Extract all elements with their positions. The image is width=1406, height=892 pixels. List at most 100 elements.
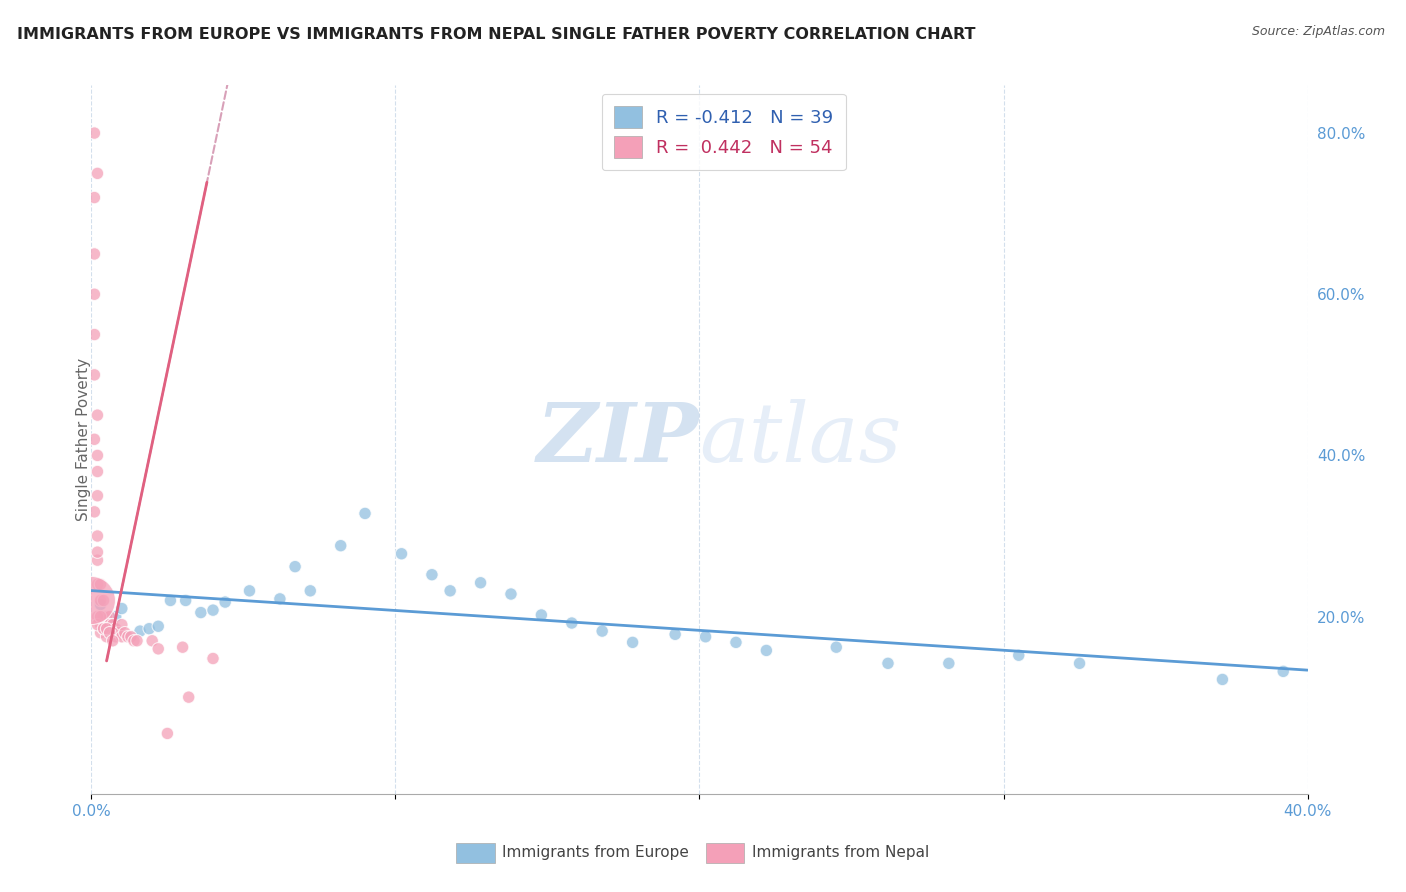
Point [1272, 665, 1295, 679]
Point [499, 587, 522, 601]
Point [86, 545, 108, 559]
Text: ZIP: ZIP [537, 400, 699, 479]
Point [125, 633, 148, 648]
Point [877, 657, 900, 671]
Point [98, 614, 121, 628]
Point [83, 433, 105, 447]
Point [83, 368, 105, 382]
Point [120, 630, 142, 644]
Point [354, 507, 377, 521]
Point [86, 553, 108, 567]
Point [89, 593, 111, 607]
Point [755, 643, 778, 657]
Point [86, 408, 108, 422]
Point [138, 622, 160, 636]
Point [96, 622, 118, 636]
Point [214, 595, 236, 609]
Point [93, 609, 115, 624]
Point [89, 577, 111, 591]
Point [98, 617, 121, 632]
Text: IMMIGRANTS FROM EUROPE VS IMMIGRANTS FROM NEPAL SINGLE FATHER POVERTY CORRELATIO: IMMIGRANTS FROM EUROPE VS IMMIGRANTS FRO… [17, 27, 976, 42]
Point [561, 615, 583, 630]
Point [107, 625, 129, 640]
Point [86, 489, 108, 503]
Point [96, 609, 118, 624]
Point [86, 609, 108, 624]
Point [101, 633, 124, 648]
Point [83, 287, 105, 301]
Point [83, 505, 105, 519]
Point [120, 630, 142, 644]
Point [202, 651, 225, 665]
Bar [456, 843, 495, 863]
Point [148, 619, 170, 633]
Text: Immigrants from Nepal: Immigrants from Nepal [752, 846, 929, 860]
Point [530, 607, 553, 622]
Point [111, 601, 134, 615]
Point [89, 598, 111, 612]
Point [117, 630, 139, 644]
Point [299, 583, 322, 598]
Point [1211, 673, 1233, 687]
Point [101, 617, 124, 632]
Point [391, 547, 413, 561]
Point [159, 593, 181, 607]
Point [93, 593, 115, 607]
Point [86, 577, 108, 591]
Point [938, 657, 960, 671]
Point [724, 635, 747, 649]
Point [177, 690, 200, 705]
Point [86, 166, 108, 180]
Point [89, 617, 111, 632]
Point [96, 630, 118, 644]
Point [104, 622, 127, 636]
Point [439, 583, 461, 598]
Legend: R = -0.412   N = 39, R =  0.442   N = 54: R = -0.412 N = 39, R = 0.442 N = 54 [602, 94, 846, 170]
Point [86, 449, 108, 463]
Point [470, 575, 492, 590]
Point [129, 624, 152, 639]
Point [156, 726, 179, 740]
Point [83, 327, 105, 342]
Point [104, 609, 127, 624]
Point [122, 633, 145, 648]
Point [93, 622, 115, 636]
Point [269, 591, 291, 606]
Point [141, 633, 163, 648]
Point [202, 603, 225, 617]
Point [83, 247, 105, 261]
Point [190, 606, 212, 620]
Point [1008, 648, 1031, 663]
Point [591, 624, 613, 639]
Point [83, 126, 105, 140]
Point [695, 630, 717, 644]
Point [420, 567, 443, 582]
Point [89, 609, 111, 624]
Point [174, 593, 197, 607]
Point [621, 635, 644, 649]
Point [86, 617, 108, 632]
Point [89, 625, 111, 640]
Point [148, 641, 170, 656]
Y-axis label: Single Father Poverty: Single Father Poverty [76, 358, 90, 521]
Point [284, 559, 307, 574]
Point [329, 539, 352, 553]
Point [101, 625, 124, 640]
Point [111, 617, 134, 632]
Point [80, 593, 103, 607]
Point [93, 622, 115, 636]
Point [98, 609, 121, 624]
Text: Source: ZipAtlas.com: Source: ZipAtlas.com [1251, 25, 1385, 38]
Point [83, 190, 105, 204]
Point [238, 583, 260, 598]
Point [86, 465, 108, 479]
Text: Immigrants from Europe: Immigrants from Europe [502, 846, 689, 860]
Point [98, 625, 121, 640]
Bar [706, 843, 745, 863]
Point [664, 627, 686, 641]
Text: atlas: atlas [699, 400, 901, 479]
Point [114, 625, 136, 640]
Point [96, 622, 118, 636]
Point [86, 529, 108, 543]
Point [172, 640, 194, 655]
